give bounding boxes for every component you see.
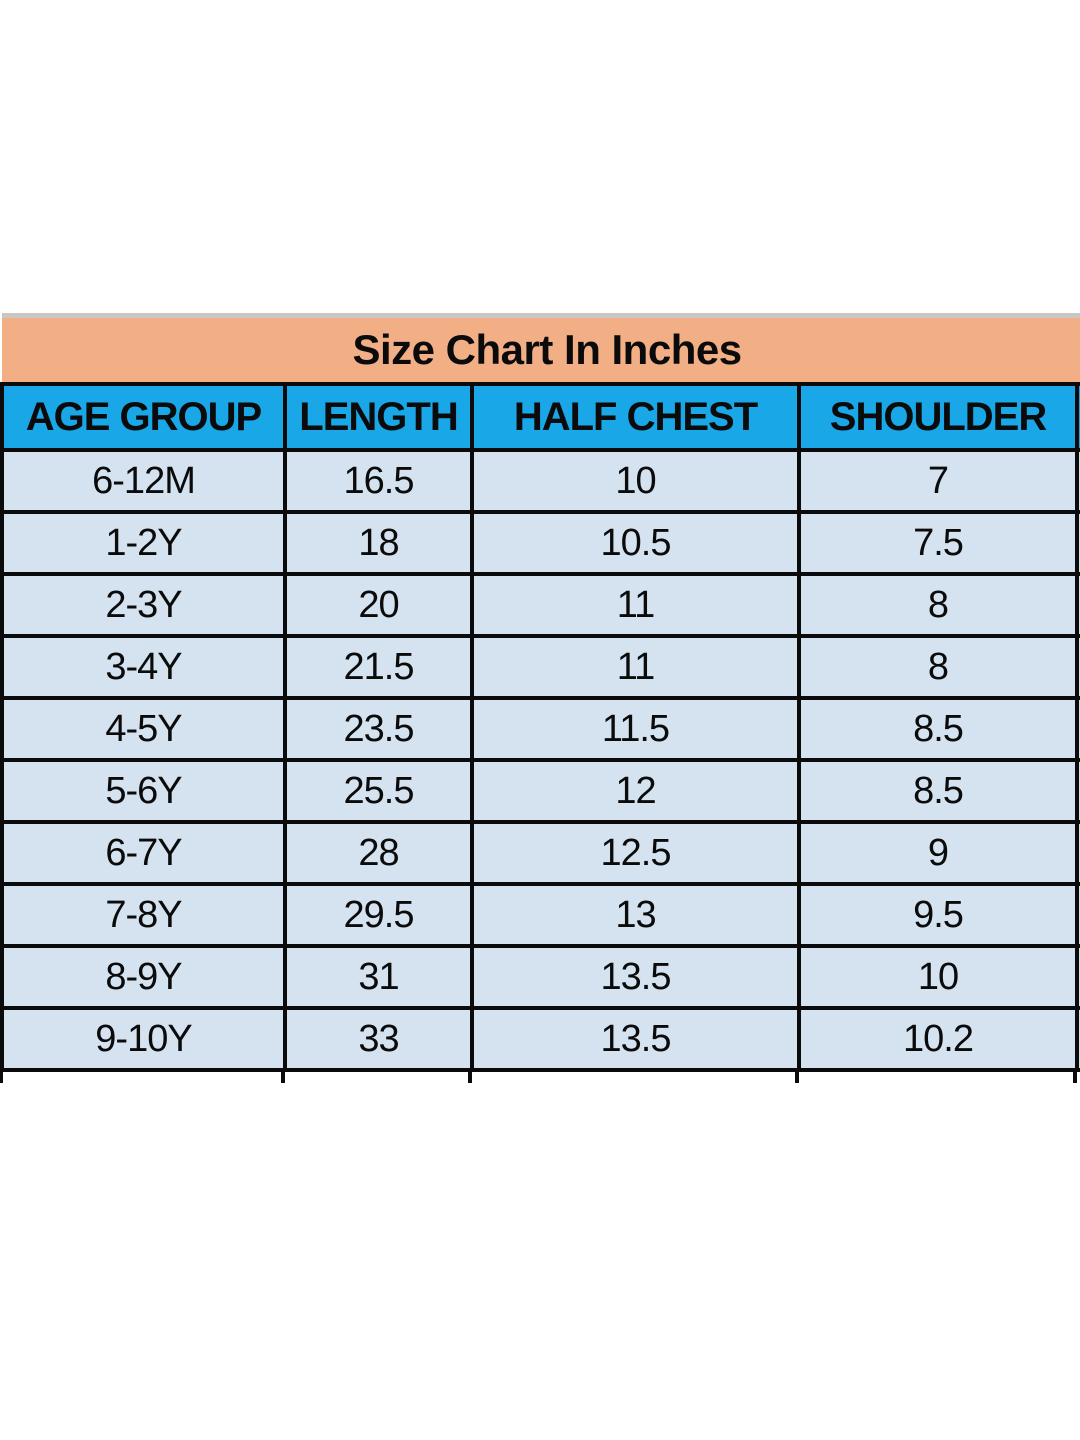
table-row: 5-6Y 25.5 12 8.5 xyxy=(0,758,1080,824)
cell-half-chest: 12 xyxy=(470,758,801,824)
column-header-sliver xyxy=(1074,382,1080,452)
cell-shoulder: 9.5 xyxy=(797,882,1079,948)
cell-length: 20 xyxy=(283,572,474,638)
table-title-row: Size Chart In Inches xyxy=(2,313,1080,386)
table-row: 1-2Y 18 10.5 7.5 xyxy=(0,510,1080,576)
cell-length: 23.5 xyxy=(283,696,474,762)
cell-age-group: 7-8Y xyxy=(0,882,287,948)
cell-shoulder: 8 xyxy=(797,572,1079,638)
table-row: 4-5Y 23.5 11.5 8.5 xyxy=(0,696,1080,762)
cell-shoulder: 8.5 xyxy=(797,696,1079,762)
cell-sliver xyxy=(1074,882,1080,948)
cell-sliver xyxy=(1074,820,1080,886)
border-stub xyxy=(1073,1072,1077,1083)
cell-length: 16.5 xyxy=(283,448,474,514)
cell-age-group: 3-4Y xyxy=(0,634,287,700)
cell-age-group: 8-9Y xyxy=(0,944,287,1010)
cell-half-chest: 10 xyxy=(470,448,801,514)
cell-shoulder: 8.5 xyxy=(797,758,1079,824)
cell-shoulder: 10.2 xyxy=(797,1006,1079,1072)
size-chart: Size Chart In Inches AGE GROUP LENGTH HA… xyxy=(0,313,1080,1086)
cell-half-chest: 11.5 xyxy=(470,696,801,762)
cell-age-group: 6-7Y xyxy=(0,820,287,886)
cell-sliver xyxy=(1074,758,1080,824)
column-header-half-chest: HALF CHEST xyxy=(470,382,801,452)
cell-half-chest: 13.5 xyxy=(470,1006,801,1072)
border-stub xyxy=(468,1072,472,1083)
table-row: 2-3Y 20 11 8 xyxy=(0,572,1080,638)
cell-length: 31 xyxy=(283,944,474,1010)
column-header-length: LENGTH xyxy=(283,382,474,452)
cell-half-chest: 11 xyxy=(470,634,801,700)
cell-age-group: 9-10Y xyxy=(0,1006,287,1072)
border-stub xyxy=(0,1072,3,1083)
table-header-row: AGE GROUP LENGTH HALF CHEST SHOULDER xyxy=(0,382,1080,452)
table-body: Size Chart In Inches AGE GROUP LENGTH HA… xyxy=(0,313,1080,1072)
table-row: 3-4Y 21.5 11 8 xyxy=(0,634,1080,700)
cell-half-chest: 11 xyxy=(470,572,801,638)
table-row: 9-10Y 33 13.5 10.2 xyxy=(0,1006,1080,1072)
cell-age-group: 4-5Y xyxy=(0,696,287,762)
cell-length: 28 xyxy=(283,820,474,886)
cell-half-chest: 13 xyxy=(470,882,801,948)
table-row: 7-8Y 29.5 13 9.5 xyxy=(0,882,1080,948)
cell-half-chest: 12.5 xyxy=(470,820,801,886)
table-row: 8-9Y 31 13.5 10 xyxy=(0,944,1080,1010)
cropped-next-row-border-stubs xyxy=(0,1072,1080,1086)
column-header-shoulder: SHOULDER xyxy=(797,382,1079,452)
cell-age-group: 6-12M xyxy=(0,448,287,514)
cell-age-group: 2-3Y xyxy=(0,572,287,638)
cell-length: 33 xyxy=(283,1006,474,1072)
cell-sliver xyxy=(1074,696,1080,762)
table-row: 6-12M 16.5 10 7 xyxy=(0,448,1080,514)
table-row: 6-7Y 28 12.5 9 xyxy=(0,820,1080,886)
cell-sliver xyxy=(1074,448,1080,514)
cell-sliver xyxy=(1074,1006,1080,1072)
column-header-age-group: AGE GROUP xyxy=(0,382,287,452)
cell-age-group: 5-6Y xyxy=(0,758,287,824)
cell-sliver xyxy=(1074,944,1080,1010)
cell-sliver xyxy=(1074,572,1080,638)
cell-length: 21.5 xyxy=(283,634,474,700)
size-chart-table: Size Chart In Inches AGE GROUP LENGTH HA… xyxy=(0,313,1080,1072)
cell-shoulder: 10 xyxy=(797,944,1079,1010)
border-stub xyxy=(281,1072,285,1083)
cell-length: 25.5 xyxy=(283,758,474,824)
cell-shoulder: 8 xyxy=(797,634,1079,700)
cell-sliver xyxy=(1074,634,1080,700)
cell-shoulder: 9 xyxy=(797,820,1079,886)
border-stub xyxy=(795,1072,799,1083)
cell-shoulder: 7.5 xyxy=(797,510,1079,576)
cell-length: 18 xyxy=(283,510,474,576)
cell-sliver xyxy=(1074,510,1080,576)
cell-half-chest: 10.5 xyxy=(470,510,801,576)
table-title: Size Chart In Inches xyxy=(2,313,1080,386)
cell-length: 29.5 xyxy=(283,882,474,948)
cell-shoulder: 7 xyxy=(797,448,1079,514)
cell-age-group: 1-2Y xyxy=(0,510,287,576)
cell-half-chest: 13.5 xyxy=(470,944,801,1010)
